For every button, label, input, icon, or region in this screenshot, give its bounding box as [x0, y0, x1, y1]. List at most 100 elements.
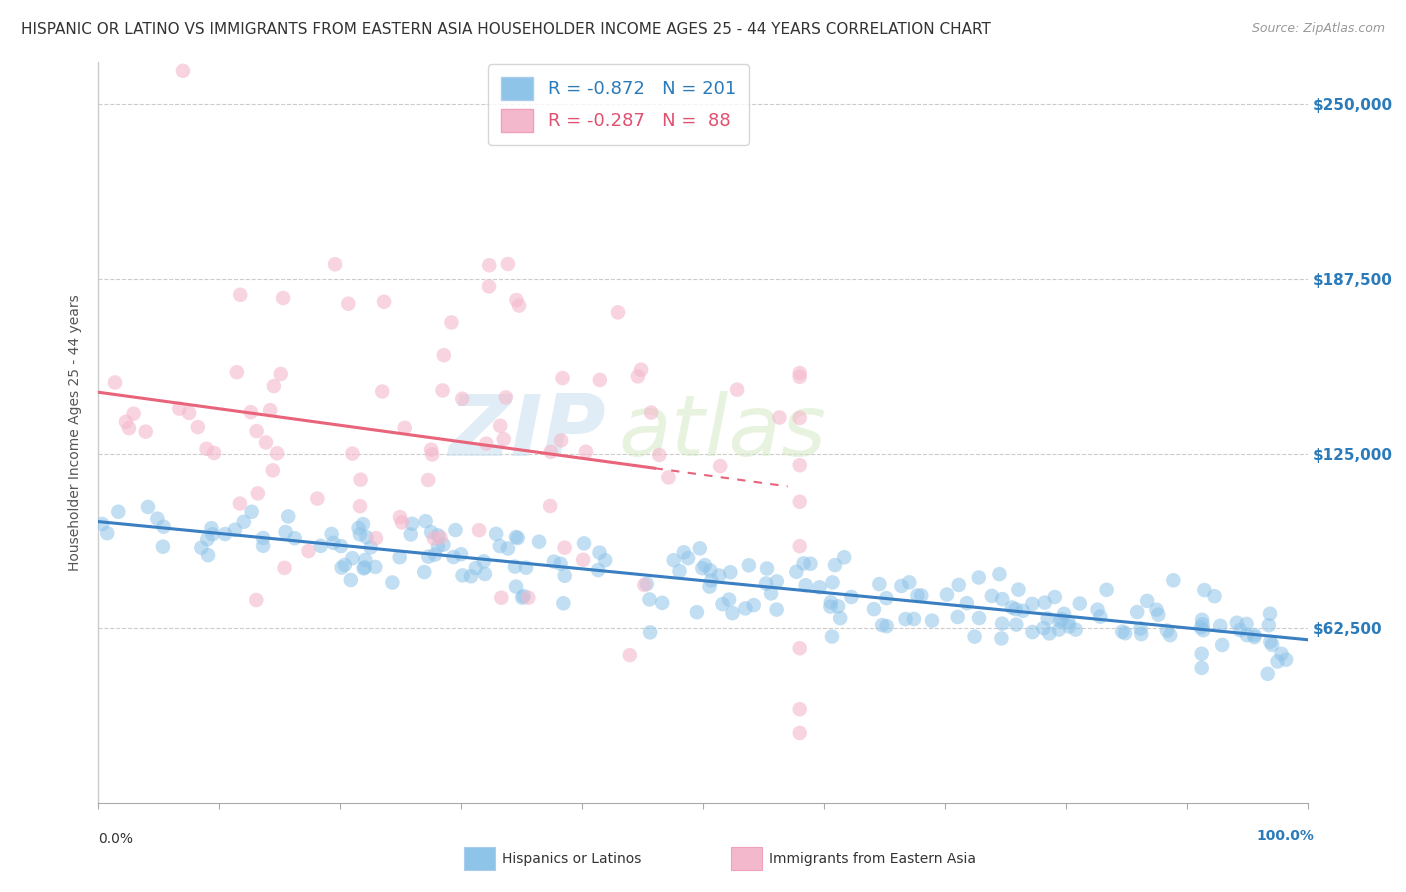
Point	[478, 279, 501, 293]
Point	[946, 610, 969, 624]
Point	[505, 293, 527, 307]
Point	[225, 365, 247, 379]
Point	[172, 63, 194, 78]
Point	[1147, 607, 1170, 622]
Point	[657, 470, 679, 484]
Point	[967, 611, 990, 625]
Point	[360, 541, 382, 555]
Point	[271, 291, 294, 305]
Point	[433, 348, 456, 362]
Point	[1243, 628, 1265, 642]
Point	[450, 547, 472, 561]
Point	[699, 580, 721, 594]
Point	[460, 569, 482, 583]
Point	[725, 383, 748, 397]
Point	[347, 521, 370, 535]
Point	[152, 540, 174, 554]
Point	[863, 602, 886, 616]
Text: Immigrants from Eastern Asia: Immigrants from Eastern Asia	[769, 852, 976, 866]
Point	[353, 561, 375, 575]
Point	[1012, 604, 1035, 618]
Point	[1275, 652, 1298, 666]
Point	[648, 448, 671, 462]
Point	[824, 558, 846, 573]
Point	[252, 539, 274, 553]
Text: 100.0%: 100.0%	[1257, 829, 1315, 843]
Point	[991, 616, 1014, 631]
Point	[699, 563, 721, 577]
Point	[789, 458, 811, 473]
Point	[662, 553, 685, 567]
Point	[540, 445, 562, 459]
Point	[232, 515, 254, 529]
Point	[451, 568, 474, 582]
Point	[510, 591, 533, 605]
Point	[330, 560, 353, 574]
Point	[742, 598, 765, 612]
Point	[1191, 647, 1213, 661]
Point	[1129, 622, 1152, 636]
Point	[1229, 623, 1251, 637]
Point	[1226, 615, 1249, 630]
Point	[686, 605, 709, 619]
Point	[527, 534, 550, 549]
Point	[1192, 623, 1215, 637]
Point	[821, 575, 844, 590]
Point	[1270, 647, 1292, 661]
Point	[423, 532, 446, 546]
Point	[619, 648, 641, 662]
Point	[756, 561, 779, 575]
Point	[197, 548, 219, 562]
Point	[506, 531, 529, 545]
Point	[1257, 666, 1279, 681]
Point	[1087, 602, 1109, 616]
Point	[122, 407, 145, 421]
Point	[394, 421, 416, 435]
Point	[169, 401, 191, 416]
Point	[420, 447, 443, 461]
Point	[508, 299, 530, 313]
Point	[676, 551, 699, 566]
Point	[472, 554, 495, 568]
Point	[1136, 594, 1159, 608]
Point	[1001, 600, 1024, 615]
Point	[672, 545, 695, 559]
Point	[420, 442, 443, 457]
Point	[399, 527, 422, 541]
Point	[297, 544, 319, 558]
Point	[593, 553, 616, 567]
Point	[1090, 609, 1112, 624]
Point	[651, 596, 673, 610]
Point	[963, 630, 986, 644]
Point	[692, 561, 714, 575]
Point	[415, 514, 437, 528]
Point	[734, 601, 756, 615]
Point	[1114, 626, 1136, 640]
Y-axis label: Householder Income Ages 25 - 44 years: Householder Income Ages 25 - 44 years	[69, 294, 83, 571]
Point	[572, 536, 595, 550]
Point	[517, 591, 540, 605]
Point	[354, 553, 377, 567]
Point	[721, 606, 744, 620]
Point	[440, 315, 463, 329]
Point	[373, 294, 395, 309]
Point	[202, 446, 225, 460]
Point	[789, 369, 811, 384]
Point	[1111, 624, 1133, 639]
Point	[1130, 627, 1153, 641]
Point	[1189, 621, 1212, 635]
Point	[342, 446, 364, 460]
Point	[340, 573, 363, 587]
Point	[252, 531, 274, 545]
Point	[640, 405, 662, 419]
Point	[1004, 602, 1026, 616]
Point	[921, 614, 943, 628]
Point	[936, 588, 959, 602]
Point	[214, 527, 236, 541]
Point	[550, 557, 572, 571]
Point	[1191, 661, 1213, 675]
Point	[307, 491, 329, 506]
Point	[391, 516, 413, 530]
Point	[693, 558, 716, 573]
Point	[246, 486, 269, 500]
